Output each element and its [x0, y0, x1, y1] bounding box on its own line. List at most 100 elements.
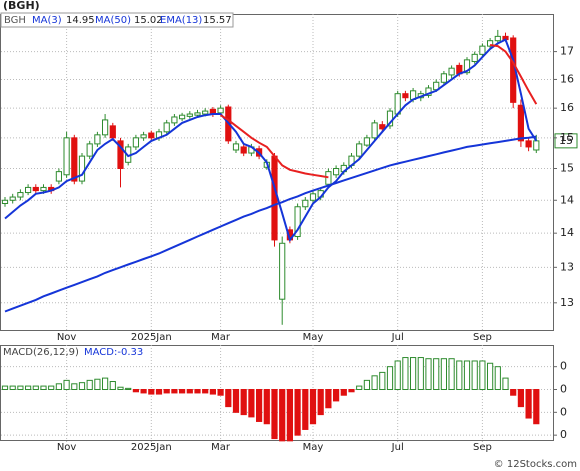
candle-body — [240, 146, 247, 154]
macd-bar — [410, 357, 417, 391]
macd-bar — [286, 389, 293, 442]
macd-bar — [148, 389, 155, 395]
x-tick-label: Sep — [473, 332, 492, 343]
candle-body — [325, 171, 332, 185]
y-tick-label: 16 — [560, 72, 574, 85]
macd-bar — [155, 389, 163, 395]
macd-bar — [371, 375, 378, 391]
y-tick-label: 13 — [560, 296, 574, 309]
candle-body — [32, 186, 39, 192]
candle-body — [363, 137, 370, 146]
candle-body — [333, 168, 340, 176]
macd-bar — [117, 386, 124, 391]
y-tick-label: 16 — [560, 101, 574, 114]
macd-bar — [325, 389, 332, 409]
macd-bar — [379, 371, 386, 391]
candle-body — [517, 104, 524, 142]
candle-body — [440, 73, 447, 83]
candle-body — [86, 143, 93, 157]
macd-bar — [394, 360, 401, 391]
candle-body — [17, 192, 24, 198]
candle-body — [448, 67, 455, 76]
macd-bar — [402, 357, 409, 391]
candle-body — [1, 199, 9, 205]
last-price-label: 15 — [559, 134, 573, 147]
x-tick-label: Nov — [57, 332, 77, 343]
macd-bar — [232, 389, 240, 413]
legend-value: 15.57 — [203, 15, 232, 26]
candle-body — [63, 137, 70, 176]
candle-body — [117, 140, 124, 170]
candle-body — [55, 171, 62, 182]
macd-bar — [32, 385, 39, 391]
macd-bar — [279, 389, 286, 442]
candle-body — [279, 242, 286, 300]
macd-bar — [294, 389, 301, 436]
candle-body — [186, 113, 193, 117]
macd-bar — [440, 358, 447, 391]
macd-bar — [333, 389, 340, 402]
candle-body — [9, 196, 16, 201]
candle-body — [479, 45, 486, 55]
macd-bar — [48, 385, 55, 391]
candle-body — [109, 125, 116, 139]
candle-body — [471, 53, 478, 63]
line-series — [4, 135, 537, 313]
x-tick-label: May — [303, 442, 324, 453]
line-series — [220, 44, 538, 179]
macd-bar — [448, 358, 455, 391]
candle-body — [271, 155, 278, 241]
x-tick-label: May — [303, 332, 324, 343]
macd-bar — [463, 360, 471, 391]
candle-body — [525, 140, 532, 148]
x-tick-label: Sep — [473, 442, 492, 453]
y-tick-label: 0 — [560, 360, 567, 373]
candle-body — [232, 143, 240, 151]
y-tick-label: 17 — [560, 45, 574, 58]
y-tick-label: 0 — [560, 428, 567, 441]
last-price-box — [554, 133, 578, 149]
macd-bar — [433, 358, 440, 391]
legend-box — [0, 12, 234, 28]
macd-bar — [256, 389, 263, 422]
candle-body — [309, 193, 317, 201]
y-tick-label: 15 — [560, 162, 574, 175]
x-tick-label: Mar — [211, 442, 231, 453]
macd-bar — [132, 389, 140, 393]
macd-bar — [217, 389, 224, 396]
macd-bar — [309, 389, 317, 425]
macd-bar — [1, 385, 9, 391]
macd-bar — [479, 360, 486, 391]
x-tick-label: Mar — [211, 332, 231, 343]
macd-bar — [40, 385, 47, 391]
legend-value: 15.02 — [134, 15, 163, 26]
macd-bar — [194, 389, 201, 394]
candle-body — [179, 114, 186, 120]
candle-body — [140, 134, 147, 139]
legend-entry: EMA(13) — [160, 15, 202, 26]
y-tick-label: 0 — [560, 405, 567, 418]
macd-bar — [456, 360, 463, 391]
y-tick-label: 0 — [560, 383, 567, 396]
candle-body — [379, 124, 386, 130]
candle-body — [371, 122, 378, 139]
macd-bar — [356, 385, 363, 391]
candle-body — [194, 112, 201, 116]
macd-bar — [494, 366, 501, 391]
candle-body — [302, 199, 309, 208]
macd-bar — [248, 389, 255, 418]
macd-bar — [171, 389, 178, 394]
candle-body — [171, 116, 178, 124]
candle-body — [71, 137, 78, 182]
macd-bar — [240, 389, 247, 416]
y-tick-label: 14 — [560, 193, 574, 206]
macd-bar — [9, 385, 16, 391]
macd-bar — [317, 389, 324, 416]
macd-bar — [525, 389, 532, 419]
macd-bar — [86, 379, 93, 391]
candle-body — [533, 140, 540, 151]
macd-legend: MACD:-0.33 — [84, 347, 143, 358]
candle-body — [294, 206, 301, 238]
y-tick-label: 15 — [560, 131, 574, 144]
